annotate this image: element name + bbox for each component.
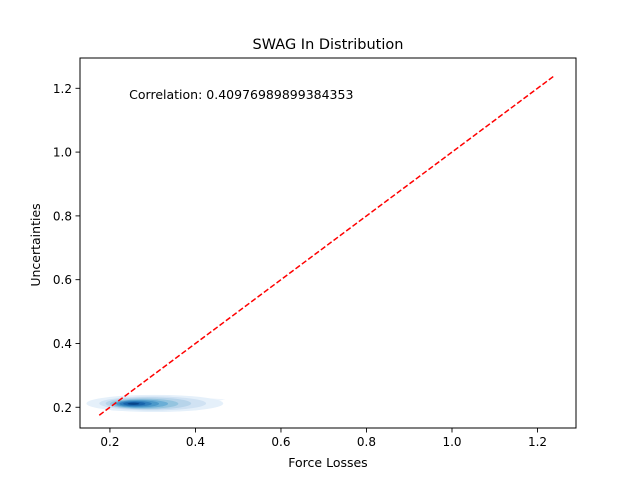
axes-frame	[79, 57, 577, 429]
y-tick-label: 0.8	[53, 209, 72, 223]
x-tick-label: 0.6	[271, 435, 290, 449]
y-tick-label: 1.2	[53, 82, 72, 96]
y-tick-label: 1.0	[53, 146, 72, 160]
y-axis-ticks: 0.2 0.4 0.6 0.8 1.0 1.2	[53, 82, 80, 415]
x-axis-ticks: 0.2 0.4 0.6 0.8 1.0 1.2	[100, 428, 547, 449]
y-tick-label: 0.6	[53, 273, 72, 287]
y-axis-label: Uncertainties	[28, 203, 43, 286]
x-tick-label: 1.2	[528, 435, 547, 449]
x-tick-label: 1.0	[442, 435, 461, 449]
x-tick-label: 0.2	[100, 435, 119, 449]
correlation-annotation: Correlation: 0.40976989899384353	[129, 87, 353, 102]
x-tick-label: 0.4	[186, 435, 205, 449]
density-contour-level-9	[127, 402, 140, 405]
density-contours	[86, 394, 226, 413]
x-tick-label: 0.8	[357, 435, 376, 449]
y-tick-label: 0.4	[53, 337, 72, 351]
chart-title: SWAG In Distribution	[253, 37, 404, 53]
x-axis-label: Force Losses	[288, 455, 367, 470]
y-tick-label: 0.2	[53, 401, 72, 415]
